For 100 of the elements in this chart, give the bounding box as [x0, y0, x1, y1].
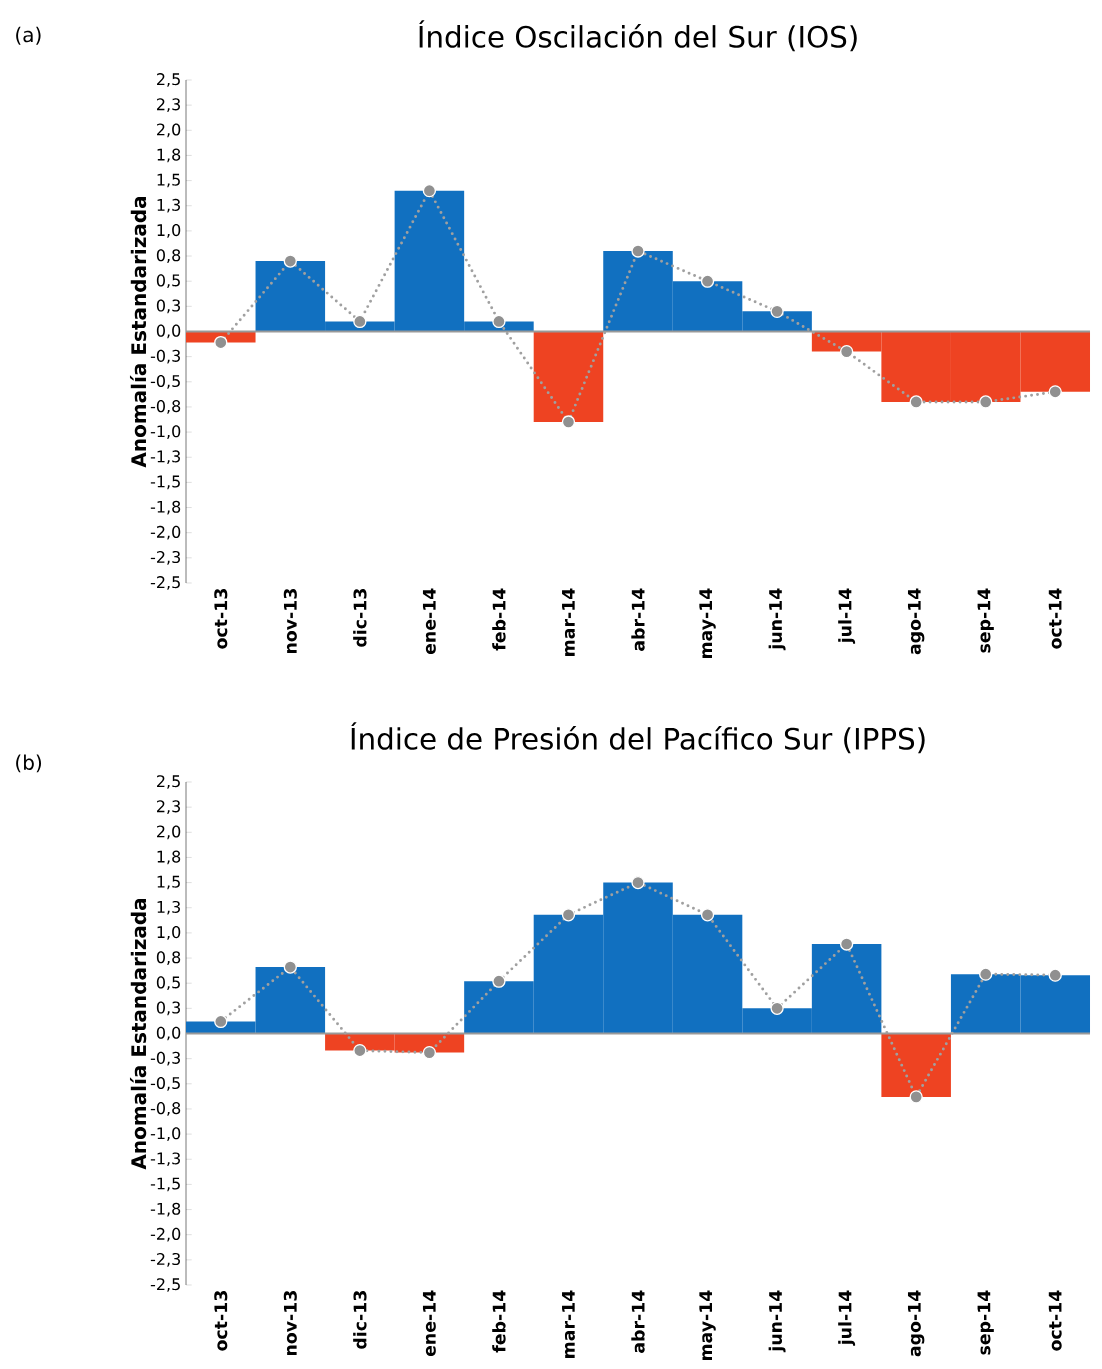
x-tick-label: jun-14: [768, 588, 786, 651]
point: [561, 908, 576, 922]
y-tick-label: -0,8: [150, 400, 181, 414]
point: [631, 244, 645, 258]
y-tick-label: 1,3: [157, 900, 180, 915]
point: [492, 314, 506, 329]
point: [214, 335, 228, 350]
point: [214, 1014, 228, 1029]
y-tick-label: -2,0: [150, 1227, 181, 1242]
y-tick-label: -1,0: [150, 425, 181, 439]
y-tick-label: 1,0: [157, 224, 181, 238]
point: [353, 1043, 367, 1058]
point: [422, 183, 437, 198]
x-tick-label: oct-13: [214, 1291, 228, 1351]
y-tick-label: 0,8: [156, 951, 181, 965]
y-tick-label: 0,5: [156, 274, 180, 289]
x-tick-label: feb-14: [492, 588, 506, 651]
point: [909, 395, 923, 409]
y-tick-label: 0,3: [156, 299, 180, 314]
y-tick-label: -0,5: [150, 1076, 180, 1091]
y-tick-label: 1,8: [157, 148, 181, 163]
y-tick-label: 2,0: [157, 123, 181, 138]
point: [909, 1090, 923, 1104]
y-tick-label: 2,5: [157, 73, 180, 87]
x-tick-label: nov-13: [283, 1291, 297, 1356]
chart-title: Índice Oscilación del Sur (IOS): [419, 20, 857, 52]
point: [283, 254, 297, 268]
x-tick-label: nov-13: [283, 589, 297, 654]
y-tick-label: 2,5: [157, 775, 180, 789]
x-tick-label: sep-14: [977, 1290, 994, 1355]
y-tick-label: 0,5: [156, 976, 180, 991]
y-tick-label: -1,8: [150, 1202, 181, 1217]
y-axis-title: Anomalía Estandarizada: [129, 196, 147, 468]
point: [770, 304, 784, 319]
y-tick-label: 2,3: [157, 98, 180, 113]
point: [839, 344, 854, 359]
y-tick-label: 1,5: [157, 173, 180, 188]
y-tick-label: -1,0: [150, 1127, 181, 1141]
x-tick-label: oct-14: [1048, 588, 1062, 649]
chart-title: Índice de Presión del Pacífico Sur (IPPS): [351, 722, 925, 754]
y-tick-label: 0,3: [156, 1001, 180, 1016]
point: [979, 395, 993, 409]
x-tick-label: dic-13: [353, 589, 367, 647]
point: [353, 314, 367, 329]
y-tick-label: -1,5: [150, 1177, 180, 1192]
y-tick-label: -1,3: [150, 450, 180, 465]
x-tick-label: feb-14: [492, 1290, 506, 1353]
y-tick-label: -2,3: [150, 1252, 180, 1267]
point: [631, 875, 645, 890]
x-tick-label: abr-14: [631, 588, 645, 651]
point: [979, 967, 993, 981]
x-tick-label: oct-14: [1048, 1290, 1062, 1351]
bar: [881, 1033, 951, 1097]
x-tick-label: oct-13: [214, 589, 228, 649]
x-tick-label: jul-14: [838, 1290, 856, 1346]
y-tick-label: 0,0: [156, 1026, 181, 1041]
x-tick-label: ene-14: [422, 1290, 436, 1357]
y-tick-label: 2,3: [157, 800, 180, 815]
y-tick-label: -1,3: [150, 1152, 180, 1167]
y-tick-label: -2,0: [150, 525, 181, 540]
point: [283, 960, 297, 974]
y-tick-label: 1,0: [157, 926, 181, 940]
y-tick-label: 1,8: [157, 850, 181, 865]
x-tick-label: may-14: [699, 588, 716, 659]
point: [839, 937, 854, 951]
point: [561, 415, 576, 429]
y-tick-label: -1,8: [150, 500, 181, 515]
y-tick-label: -0,5: [150, 374, 180, 389]
y-tick-label: -0,3: [150, 349, 180, 364]
y-tick-label: 0,8: [156, 249, 181, 263]
x-tick-label: dic-13: [353, 1291, 367, 1349]
x-tick-label: mar-14: [562, 1290, 575, 1358]
y-tick-label: 2,0: [157, 825, 181, 840]
x-tick-label: ago-14: [907, 1290, 925, 1357]
y-tick-label: 1,3: [157, 198, 180, 213]
point: [700, 274, 715, 288]
point: [770, 1001, 784, 1016]
y-axis-title: Anomalía Estandarizada: [129, 898, 147, 1170]
y-tick-label: 1,5: [157, 875, 180, 890]
y-tick-label: -2,5: [150, 1278, 180, 1292]
point: [1048, 385, 1062, 399]
point: [1048, 968, 1062, 982]
x-tick-label: mar-14: [562, 588, 575, 656]
text: (b): [16, 754, 42, 773]
y-tick-label: -2,3: [150, 550, 180, 565]
point: [422, 1045, 437, 1060]
x-tick-label: sep-14: [977, 588, 994, 653]
y-tick-label: -0,3: [150, 1051, 180, 1066]
x-tick-label: ene-14: [422, 588, 436, 655]
x-tick-label: jun-14: [768, 1290, 786, 1353]
x-tick-label: jul-14: [838, 588, 856, 644]
x-tick-label: abr-14: [631, 1290, 645, 1353]
y-tick-label: 0,0: [156, 324, 181, 339]
point: [492, 974, 506, 988]
x-tick-label: may-14: [699, 1290, 716, 1361]
text: (a): [16, 26, 41, 45]
y-tick-label: -1,5: [150, 475, 180, 490]
x-tick-label: ago-14: [907, 588, 925, 655]
bar: [533, 331, 604, 423]
point: [700, 908, 715, 922]
